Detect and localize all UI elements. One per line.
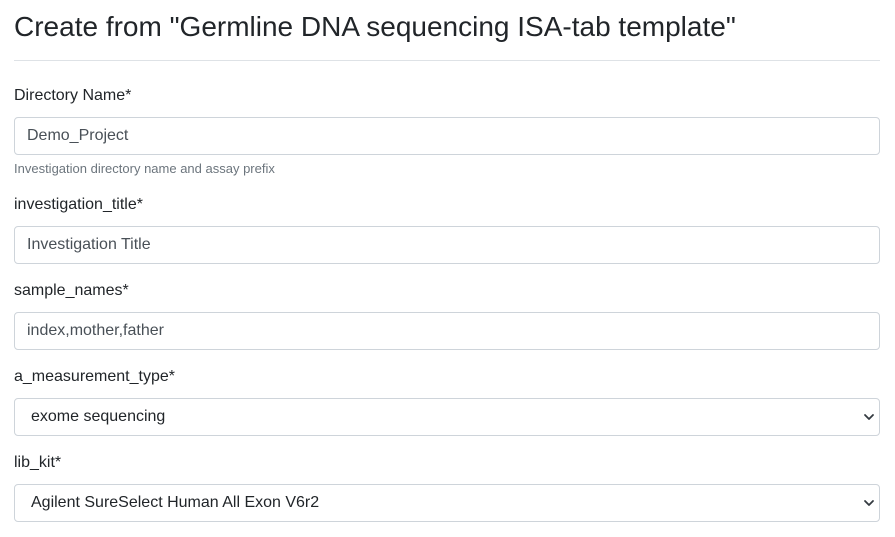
sample-names-input[interactable]: index,mother,father <box>14 312 880 350</box>
investigation-title-input[interactable]: Investigation Title <box>14 226 880 264</box>
measurement-type-select[interactable]: exome sequencing <box>14 398 880 436</box>
title-divider <box>14 60 880 61</box>
lib-kit-selected-value: Agilent SureSelect Human All Exon V6r2 <box>31 494 320 511</box>
directory-name-value: Demo_Project <box>27 127 129 144</box>
sample-names-value: index,mother,father <box>27 322 164 339</box>
sample-names-label: sample_names* <box>14 282 129 299</box>
directory-name-input[interactable]: Demo_Project <box>14 117 880 155</box>
chevron-down-icon <box>864 414 874 420</box>
directory-name-label: Directory Name* <box>14 87 132 104</box>
measurement-type-label: a_measurement_type* <box>14 368 175 385</box>
directory-name-help-text: Investigation directory name and assay p… <box>14 161 275 176</box>
chevron-down-icon <box>864 500 874 506</box>
measurement-type-selected-value: exome sequencing <box>31 408 166 425</box>
investigation-title-label: investigation_title* <box>14 196 143 213</box>
investigation-title-value: Investigation Title <box>27 236 151 253</box>
lib-kit-select[interactable]: Agilent SureSelect Human All Exon V6r2 <box>14 484 880 522</box>
lib-kit-label: lib_kit* <box>14 454 62 471</box>
page-title: Create from "Germline DNA sequencing ISA… <box>14 11 736 42</box>
